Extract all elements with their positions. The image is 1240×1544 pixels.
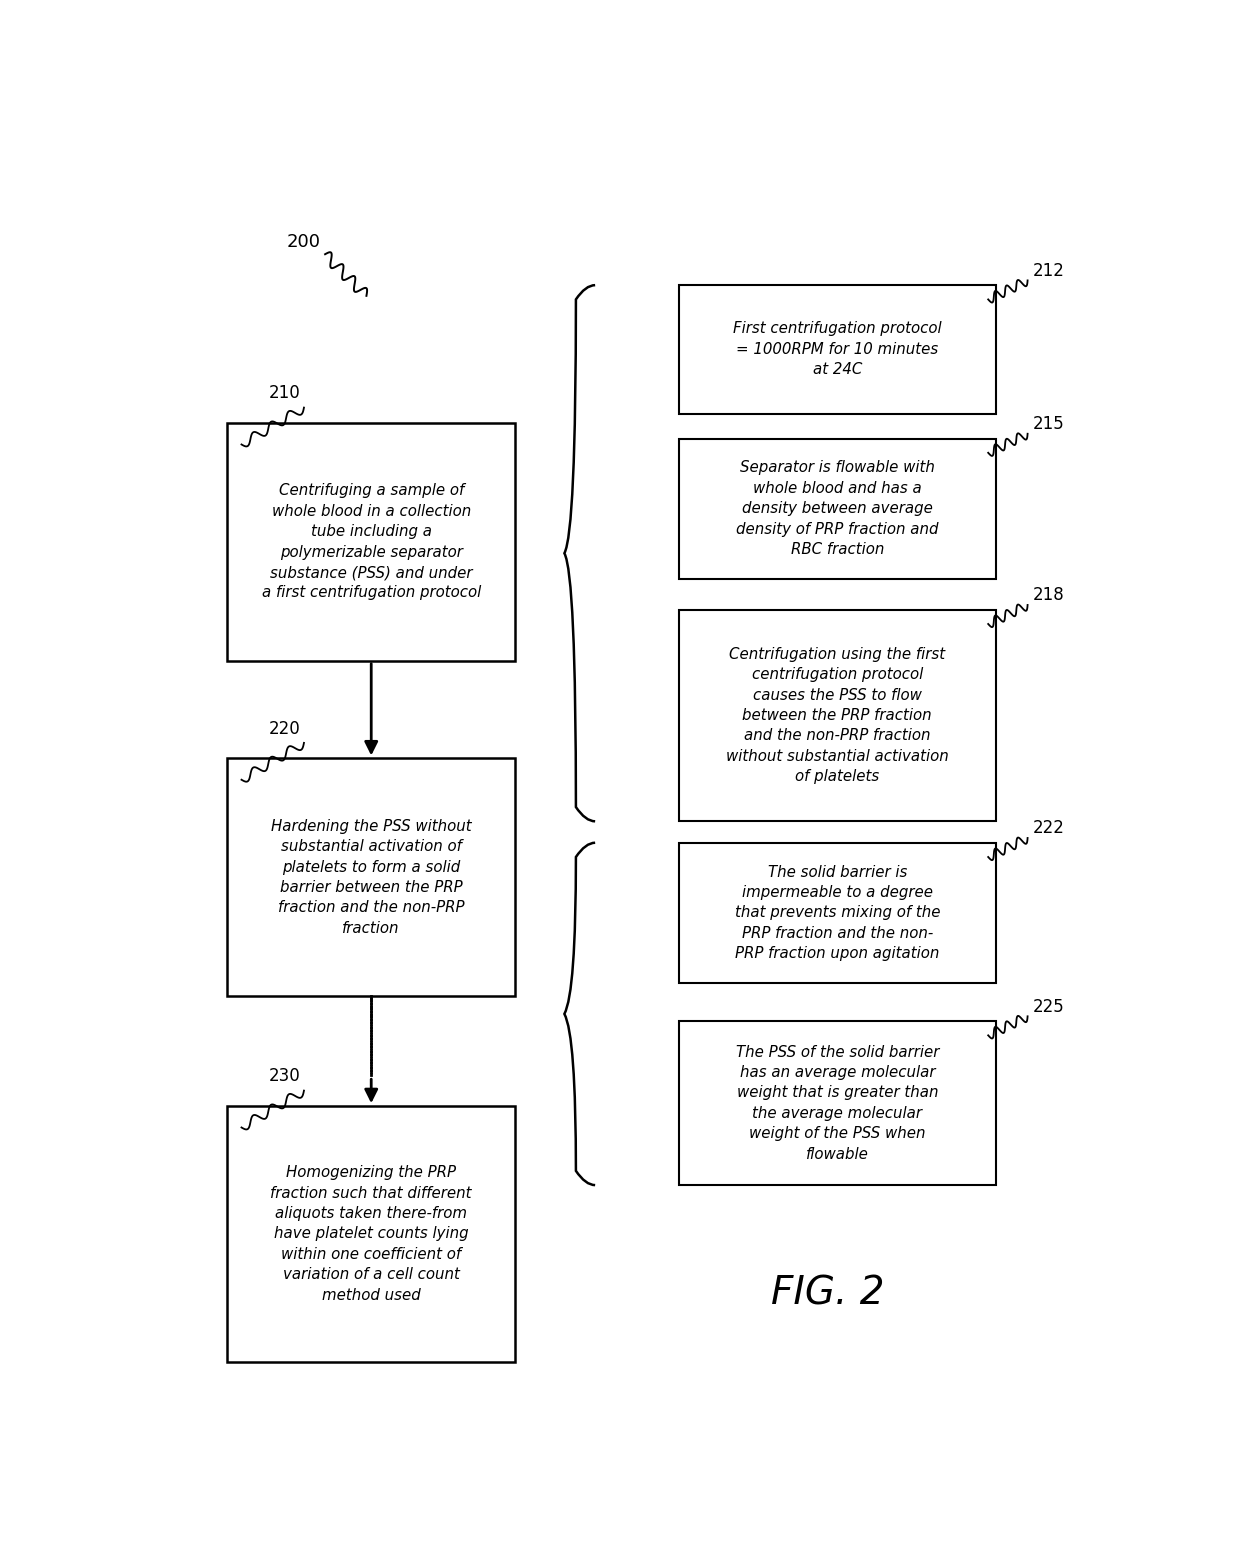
Text: 220: 220 [269, 720, 300, 738]
Text: Hardening the PSS without
substantial activation of
platelets to form a solid
ba: Hardening the PSS without substantial ac… [270, 818, 471, 936]
Text: The PSS of the solid barrier
has an average molecular
weight that is greater tha: The PSS of the solid barrier has an aver… [735, 1045, 939, 1161]
FancyBboxPatch shape [227, 1106, 516, 1362]
FancyBboxPatch shape [678, 438, 996, 579]
Text: Homogenizing the PRP
fraction such that different
aliquots taken there-from
have: Homogenizing the PRP fraction such that … [270, 1166, 472, 1303]
FancyBboxPatch shape [678, 1021, 996, 1186]
Text: 222: 222 [1033, 820, 1065, 837]
Text: 230: 230 [269, 1067, 300, 1085]
Text: Centrifugation using the first
centrifugation protocol
causes the PSS to flow
be: Centrifugation using the first centrifug… [725, 647, 949, 784]
Text: First centrifugation protocol
= 1000RPM for 10 minutes
at 24C: First centrifugation protocol = 1000RPM … [733, 321, 941, 377]
Text: 218: 218 [1033, 587, 1065, 604]
Text: Centrifuging a sample of
whole blood in a collection
tube including a
polymeriza: Centrifuging a sample of whole blood in … [262, 483, 481, 601]
Text: Separator is flowable with
whole blood and has a
density between average
density: Separator is flowable with whole blood a… [737, 460, 939, 557]
Text: 215: 215 [1033, 415, 1065, 434]
Text: 212: 212 [1033, 262, 1065, 279]
FancyBboxPatch shape [678, 610, 996, 821]
Text: 200: 200 [286, 233, 321, 252]
Text: FIG. 2: FIG. 2 [771, 1274, 884, 1312]
FancyBboxPatch shape [678, 286, 996, 414]
FancyBboxPatch shape [227, 423, 516, 661]
Text: The solid barrier is
impermeable to a degree
that prevents mixing of the
PRP fra: The solid barrier is impermeable to a de… [734, 865, 940, 962]
Text: 210: 210 [269, 384, 300, 403]
FancyBboxPatch shape [678, 843, 996, 984]
FancyBboxPatch shape [227, 758, 516, 996]
Text: 225: 225 [1033, 997, 1065, 1016]
